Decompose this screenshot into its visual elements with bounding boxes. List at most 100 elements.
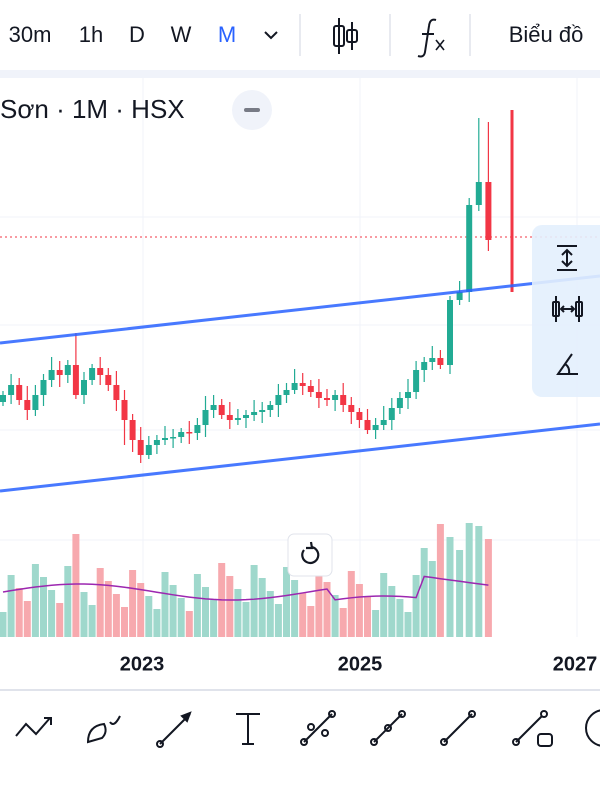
candle-body — [283, 390, 290, 395]
volume-bar — [72, 534, 80, 637]
candle-body — [259, 410, 266, 412]
volume-bar — [299, 593, 307, 637]
candle-body — [251, 412, 258, 415]
candle-body — [113, 385, 120, 400]
volume-bar — [274, 604, 282, 637]
separator — [0, 70, 600, 78]
candle-type-button[interactable] — [333, 18, 358, 54]
volume-bar — [88, 605, 96, 637]
candle-body — [32, 395, 39, 410]
candle-body — [170, 437, 177, 439]
volume-bar — [48, 590, 56, 637]
candle-body — [137, 440, 144, 455]
volume-bar — [129, 570, 137, 637]
interval-button[interactable]: 1h — [79, 22, 103, 47]
candle-body — [421, 362, 428, 370]
candle-body — [475, 182, 482, 205]
interval-button[interactable]: D — [129, 22, 145, 47]
symbol-legend: Sơn · 1M · HSX — [0, 94, 185, 124]
volume-bar — [185, 611, 193, 637]
volume-bar — [31, 564, 39, 637]
reset-chart[interactable] — [287, 533, 333, 577]
candle-body — [340, 395, 347, 405]
volume-bar — [153, 609, 161, 637]
volume-bar — [202, 587, 209, 637]
candle-body — [97, 368, 104, 375]
candle-body — [105, 375, 112, 385]
interval-button[interactable]: 30m — [9, 22, 52, 47]
volume-bar — [56, 603, 64, 637]
volume-bar — [388, 586, 396, 637]
volume-bar — [250, 565, 258, 637]
candle-body — [437, 358, 444, 365]
volume-bar — [40, 577, 47, 637]
candle-body — [485, 182, 492, 240]
interval-button[interactable]: W — [171, 22, 192, 47]
drawing-tools[interactable] — [15, 709, 600, 748]
volume-bar — [331, 595, 339, 637]
volume-bar — [396, 599, 404, 637]
candle-body — [162, 438, 168, 440]
candle-body — [81, 380, 87, 395]
candle-body — [315, 392, 322, 398]
candle-body — [24, 400, 31, 410]
candle-body — [380, 420, 387, 425]
candle-body — [332, 395, 339, 400]
candle-body — [145, 445, 152, 455]
candle-body — [129, 420, 136, 440]
indicators-button[interactable] — [417, 18, 445, 58]
candle-body — [291, 383, 298, 390]
candle-body — [243, 415, 249, 418]
volume-bar — [436, 524, 444, 637]
candle-body — [202, 410, 209, 425]
volume-bar — [169, 585, 177, 637]
volume-bar — [484, 539, 492, 637]
candle-body — [307, 386, 314, 392]
candle-body — [405, 392, 411, 398]
x-axis-label: 2027 — [553, 653, 598, 675]
volume-ma — [2, 575, 489, 601]
candles — [0, 118, 492, 463]
toolbar: 30m 1h D W M Biểu đồ — [9, 22, 584, 47]
volume-bar — [104, 581, 112, 637]
volume-bar — [412, 575, 420, 637]
candle-body — [186, 432, 193, 434]
volume-bar — [161, 572, 169, 637]
volume-bar — [193, 574, 201, 637]
volume-bar — [428, 561, 436, 637]
candle-body — [72, 365, 79, 395]
candle-body — [413, 370, 420, 392]
candle-body — [466, 205, 473, 292]
volume-bar — [307, 606, 315, 637]
volume-bar — [210, 600, 218, 637]
volume-bar — [266, 591, 274, 637]
interval-button[interactable]: M — [218, 22, 236, 47]
volume-bar — [456, 550, 464, 637]
candle-body — [194, 425, 201, 433]
volume-bar — [258, 578, 266, 637]
candle-body — [48, 370, 55, 380]
volume-bar — [372, 610, 380, 637]
volume-bar — [364, 597, 371, 637]
chart-button[interactable]: Biểu đồ — [509, 22, 584, 47]
volume-bar — [80, 592, 88, 637]
scale-tools[interactable] — [552, 245, 583, 375]
volume-bar — [339, 608, 347, 637]
volume-bar — [380, 573, 388, 637]
interval-dropdown[interactable] — [264, 31, 278, 40]
volume-bar — [446, 537, 454, 637]
x-axis-label: 2023 — [120, 653, 165, 675]
volume-bar — [137, 583, 145, 637]
volume-bar — [420, 548, 428, 637]
candle-body — [429, 358, 436, 362]
volume-bar — [0, 612, 7, 637]
volume-bar — [121, 607, 128, 637]
candle-body — [0, 395, 6, 402]
volume — [0, 523, 492, 637]
volume-bar — [347, 571, 355, 637]
volume-bar — [315, 569, 323, 637]
channel-upper — [0, 274, 600, 345]
volume-bar — [15, 588, 23, 637]
candle-body — [456, 292, 463, 300]
